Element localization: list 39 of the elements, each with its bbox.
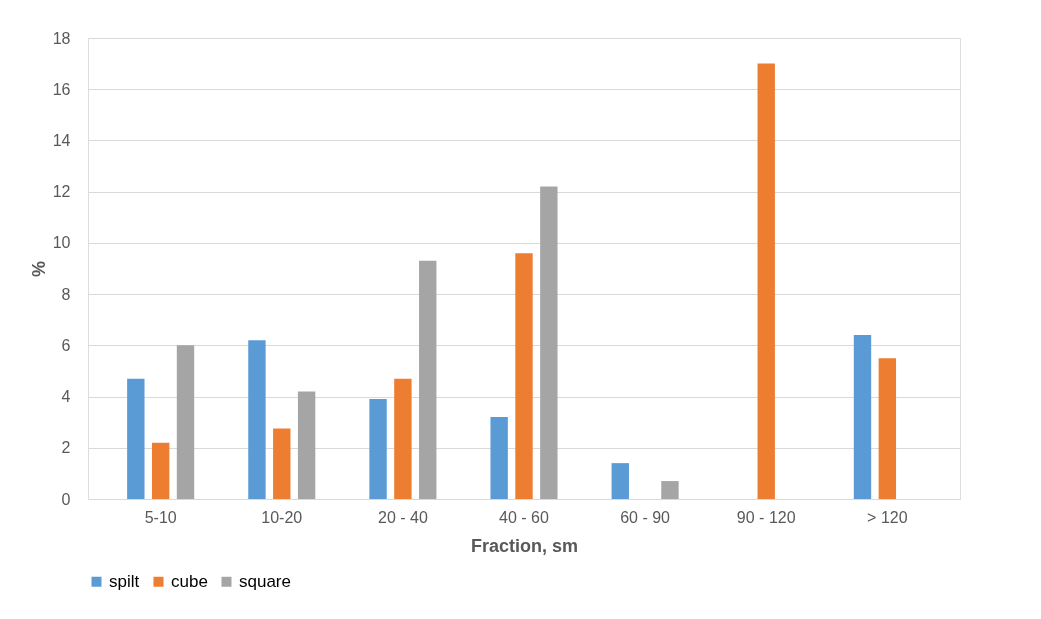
y-tick-label: 12 [52,183,71,201]
bar [369,399,387,499]
bar [248,340,266,499]
bar [515,253,533,499]
legend-label: square [239,571,291,591]
y-tick-label: 4 [61,388,71,406]
bar [540,186,558,499]
x-tick-label: 20 - 40 [377,508,428,526]
y-tick-label: 6 [61,336,71,354]
bar [127,378,145,499]
bar [611,463,629,499]
y-tick-label: 8 [61,285,71,303]
bar [853,335,872,499]
y-tick-label: 18 [52,29,71,47]
y-tick-label: 2 [61,439,71,457]
y-tick-label: 14 [52,131,71,149]
y-tick-label: 10 [52,234,71,252]
y-axis-title: % [28,260,49,278]
x-tick-label: 10-20 [261,508,303,526]
bar [297,391,316,499]
bar [878,358,897,499]
x-tick-label: > 120 [867,508,908,526]
bar [176,345,195,499]
y-tick-label: 0 [61,490,71,508]
bar [419,260,437,499]
legend-label: spilt [109,571,140,591]
x-tick-label: 5-10 [144,508,177,526]
bar [151,442,170,499]
x-axis-title: Fraction, sm [470,535,579,556]
bar [757,63,775,499]
bar [490,417,508,499]
x-tick-label: 40 - 60 [499,508,550,526]
y-tick-label: 16 [52,80,71,98]
x-tick-label: 90 - 120 [736,508,796,526]
bar [394,378,412,499]
bar [273,428,291,499]
legend-label: cube [171,571,208,591]
x-tick-label: 60 - 90 [620,508,671,526]
bar [661,481,679,499]
